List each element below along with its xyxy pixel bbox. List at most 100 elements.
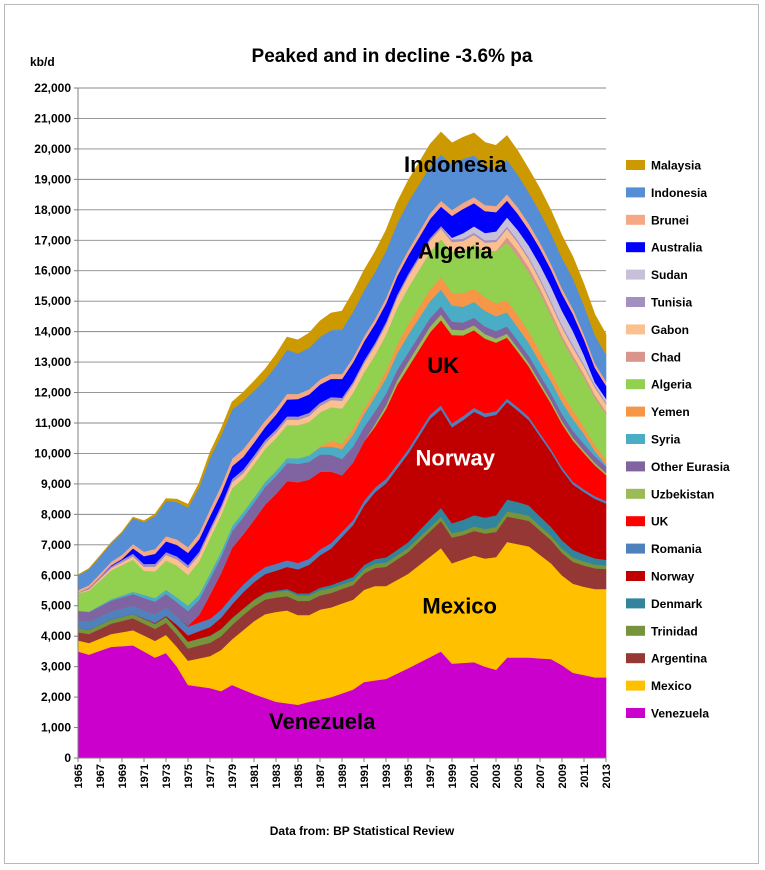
legend-label-denmark: Denmark	[651, 597, 703, 611]
legend-swatch-denmark	[626, 598, 645, 609]
legend-label-sudan: Sudan	[651, 268, 688, 282]
y-tick-label: 22,000	[34, 81, 71, 95]
x-tick-label: 1989	[337, 764, 349, 788]
legend-label-uzbekistan: Uzbekistan	[651, 487, 714, 501]
legend-swatch-gabon	[626, 324, 645, 335]
legend-label-yemen: Yemen	[651, 405, 690, 419]
x-tick-label: 1975	[183, 764, 195, 788]
x-tick-label: 1979	[227, 764, 239, 788]
x-tick-label: 2007	[535, 764, 547, 788]
y-tick-label: 9,000	[41, 477, 71, 491]
x-tick-label: 2001	[469, 764, 481, 788]
y-tick-label: 12,000	[34, 386, 71, 400]
x-tick-label: 1965	[73, 764, 85, 788]
annotation-venezuela: Venezuela	[269, 709, 376, 734]
y-tick-label: 8,000	[41, 507, 71, 521]
x-tick-label: 1971	[139, 764, 151, 788]
annotation-algeria: Algeria	[418, 239, 493, 264]
y-tick-label: 13,000	[34, 355, 71, 369]
legend-label-gabon: Gabon	[651, 323, 689, 337]
legend-swatch-argentina	[626, 653, 645, 664]
y-tick-label: 18,000	[34, 203, 71, 217]
x-tick-label: 1991	[359, 764, 371, 788]
legend-swatch-mexico	[626, 680, 645, 691]
y-tick-label: 16,000	[34, 264, 71, 278]
y-tick-label: 14,000	[34, 325, 71, 339]
series-annotations: Indonesia Algeria UK Norway Mexico Venezuela	[269, 152, 507, 734]
legend-swatch-tunisia	[626, 297, 645, 307]
y-tick-label: 17,000	[34, 233, 71, 247]
y-tick-label: 0	[64, 751, 71, 765]
legend-label-argentina: Argentina	[651, 652, 707, 666]
legend-label-mexico: Mexico	[651, 679, 692, 693]
source-note: Data from: BP Statistical Review	[270, 824, 455, 838]
y-tick-label: 3,000	[41, 660, 71, 674]
y-tick-label: 15,000	[34, 294, 71, 308]
x-axis-ticks: 1965 1967 1969 1971 1973 1975 1977 1979 1981 1983…	[73, 758, 613, 788]
legend-label-uk: UK	[651, 515, 669, 529]
legend-swatch-uzbekistan	[626, 488, 645, 499]
y-tick-label: 20,000	[34, 142, 71, 156]
x-tick-label: 1993	[381, 764, 393, 788]
x-tick-label: 2009	[557, 764, 569, 788]
legend-swatch-other-eurasia	[626, 461, 645, 472]
x-tick-label: 1997	[425, 764, 437, 788]
y-tick-label: 19,000	[34, 172, 71, 186]
y-tick-label: 6,000	[41, 568, 71, 582]
y-tick-label: 4,000	[41, 629, 71, 643]
y-tick-label: 10,000	[34, 446, 71, 460]
y-unit-label: kb/d	[30, 55, 55, 69]
legend-swatch-syria	[626, 434, 645, 444]
legend-swatch-sudan	[626, 269, 645, 280]
legend-label-chad: Chad	[651, 350, 681, 364]
legend-swatch-australia	[626, 242, 645, 253]
legend-swatch-norway	[626, 571, 645, 581]
x-tick-label: 1973	[161, 764, 173, 788]
legend-label-malaysia: Malaysia	[651, 159, 701, 173]
annotation-uk: UK	[427, 353, 459, 378]
area-malaysia	[77, 131, 607, 576]
legend-swatch-chad	[626, 351, 645, 362]
legend-swatch-yemen	[626, 406, 645, 417]
area-series	[77, 131, 607, 759]
x-tick-label: 2011	[579, 764, 591, 788]
legend-swatch-indonesia	[626, 187, 645, 198]
x-tick-label: 1969	[117, 764, 129, 788]
x-tick-label: 1999	[447, 764, 459, 788]
legend: Malaysia Indonesia Brunei Australia Sudan Tun…	[626, 159, 730, 721]
legend-label-algeria: Algeria	[651, 378, 692, 392]
y-tick-label: 7,000	[41, 538, 71, 552]
legend-label-venezuela: Venezuela	[651, 707, 709, 721]
y-tick-label: 2,000	[41, 690, 71, 704]
legend-swatch-brunei	[626, 214, 645, 225]
y-tick-label: 11,000	[35, 416, 71, 430]
legend-swatch-trinidad	[626, 625, 645, 636]
annotation-mexico: Mexico	[422, 593, 497, 618]
x-tick-label: 2005	[513, 764, 525, 788]
legend-label-australia: Australia	[651, 241, 703, 255]
chart-title: Peaked and in decline -3.6% pa	[252, 46, 533, 67]
x-tick-label: 1981	[249, 764, 261, 788]
annotation-norway: Norway	[416, 446, 496, 471]
x-tick-label: 1983	[271, 764, 283, 788]
y-axis-ticks: 0 1,000 2,000 3,000 4,000 5,000 6,000 7,000 8,00…	[34, 81, 78, 765]
legend-label-indonesia: Indonesia	[651, 186, 707, 200]
x-tick-label: 2003	[491, 764, 503, 788]
x-tick-label: 1967	[95, 764, 107, 788]
legend-swatch-malaysia	[626, 160, 645, 170]
y-tick-label: 1,000	[41, 721, 71, 735]
x-tick-label: 1977	[205, 764, 217, 788]
y-tick-label: 5,000	[41, 599, 71, 613]
legend-label-norway: Norway	[651, 570, 695, 584]
legend-label-other-eurasia: Other Eurasia	[651, 460, 730, 474]
x-tick-label: 1985	[293, 764, 305, 788]
legend-label-tunisia: Tunisia	[651, 296, 692, 310]
legend-swatch-romania	[626, 543, 645, 554]
x-tick-label: 1995	[403, 764, 415, 788]
annotation-indonesia: Indonesia	[404, 152, 507, 177]
legend-swatch-venezuela	[626, 708, 645, 718]
legend-label-brunei: Brunei	[651, 213, 689, 227]
x-tick-label: 1987	[315, 764, 327, 788]
legend-swatch-uk	[626, 516, 645, 527]
